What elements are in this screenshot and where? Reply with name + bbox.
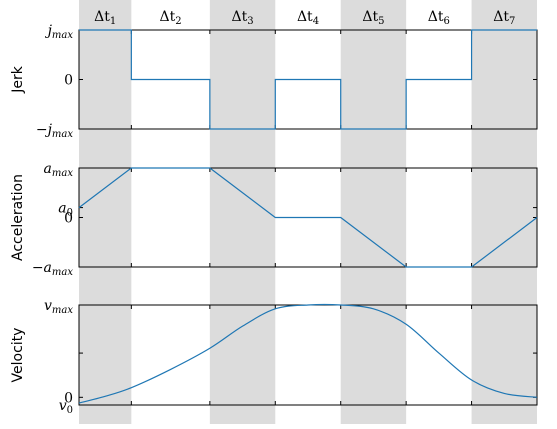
panel-3-ytick-label-0: vmax: [44, 298, 73, 316]
panel-3-ytick-label-2: v0: [59, 398, 73, 416]
panel-2-ytick-label-1: a0: [58, 201, 73, 219]
interval-label-2: Δt2: [160, 9, 182, 27]
interval-band-5: [340, 0, 407, 424]
panel-3-ylabel: Velocity: [10, 328, 26, 383]
panel-2-ylabel: Acceleration: [10, 174, 26, 261]
interval-label-7: Δt7: [493, 9, 515, 27]
panel-2-ytick-label-2: 0: [64, 211, 73, 227]
interval-band-1: [79, 0, 132, 424]
interval-label-5: Δt5: [362, 9, 384, 27]
panel-1-ylabel: Jerk: [10, 65, 26, 93]
panel-1-ytick-label-2: −jmax: [36, 122, 74, 140]
panel-3-series-line: [78, 303, 538, 404]
panel-1-series-line: [79, 29, 537, 130]
interval-label-6: Δt6: [428, 9, 450, 27]
panel-3-ytick-label-1: 0: [64, 390, 73, 406]
interval-band-7: [471, 0, 537, 424]
panel-1-ytick-label-1: 0: [64, 73, 73, 89]
interval-label-4: Δt4: [297, 9, 319, 27]
interval-label-1: Δt1: [94, 9, 116, 27]
panel-1-ytick-label-0: jmax: [45, 23, 74, 41]
panel-2-ytick-label-3: −amax: [32, 260, 74, 278]
panel-2-series-line: [78, 167, 538, 268]
interval-label-3: Δt3: [232, 9, 254, 27]
panel-3-frame: [78, 304, 538, 406]
interval-band-3: [209, 0, 276, 424]
panel-2-ytick-label-0: amax: [44, 161, 74, 179]
